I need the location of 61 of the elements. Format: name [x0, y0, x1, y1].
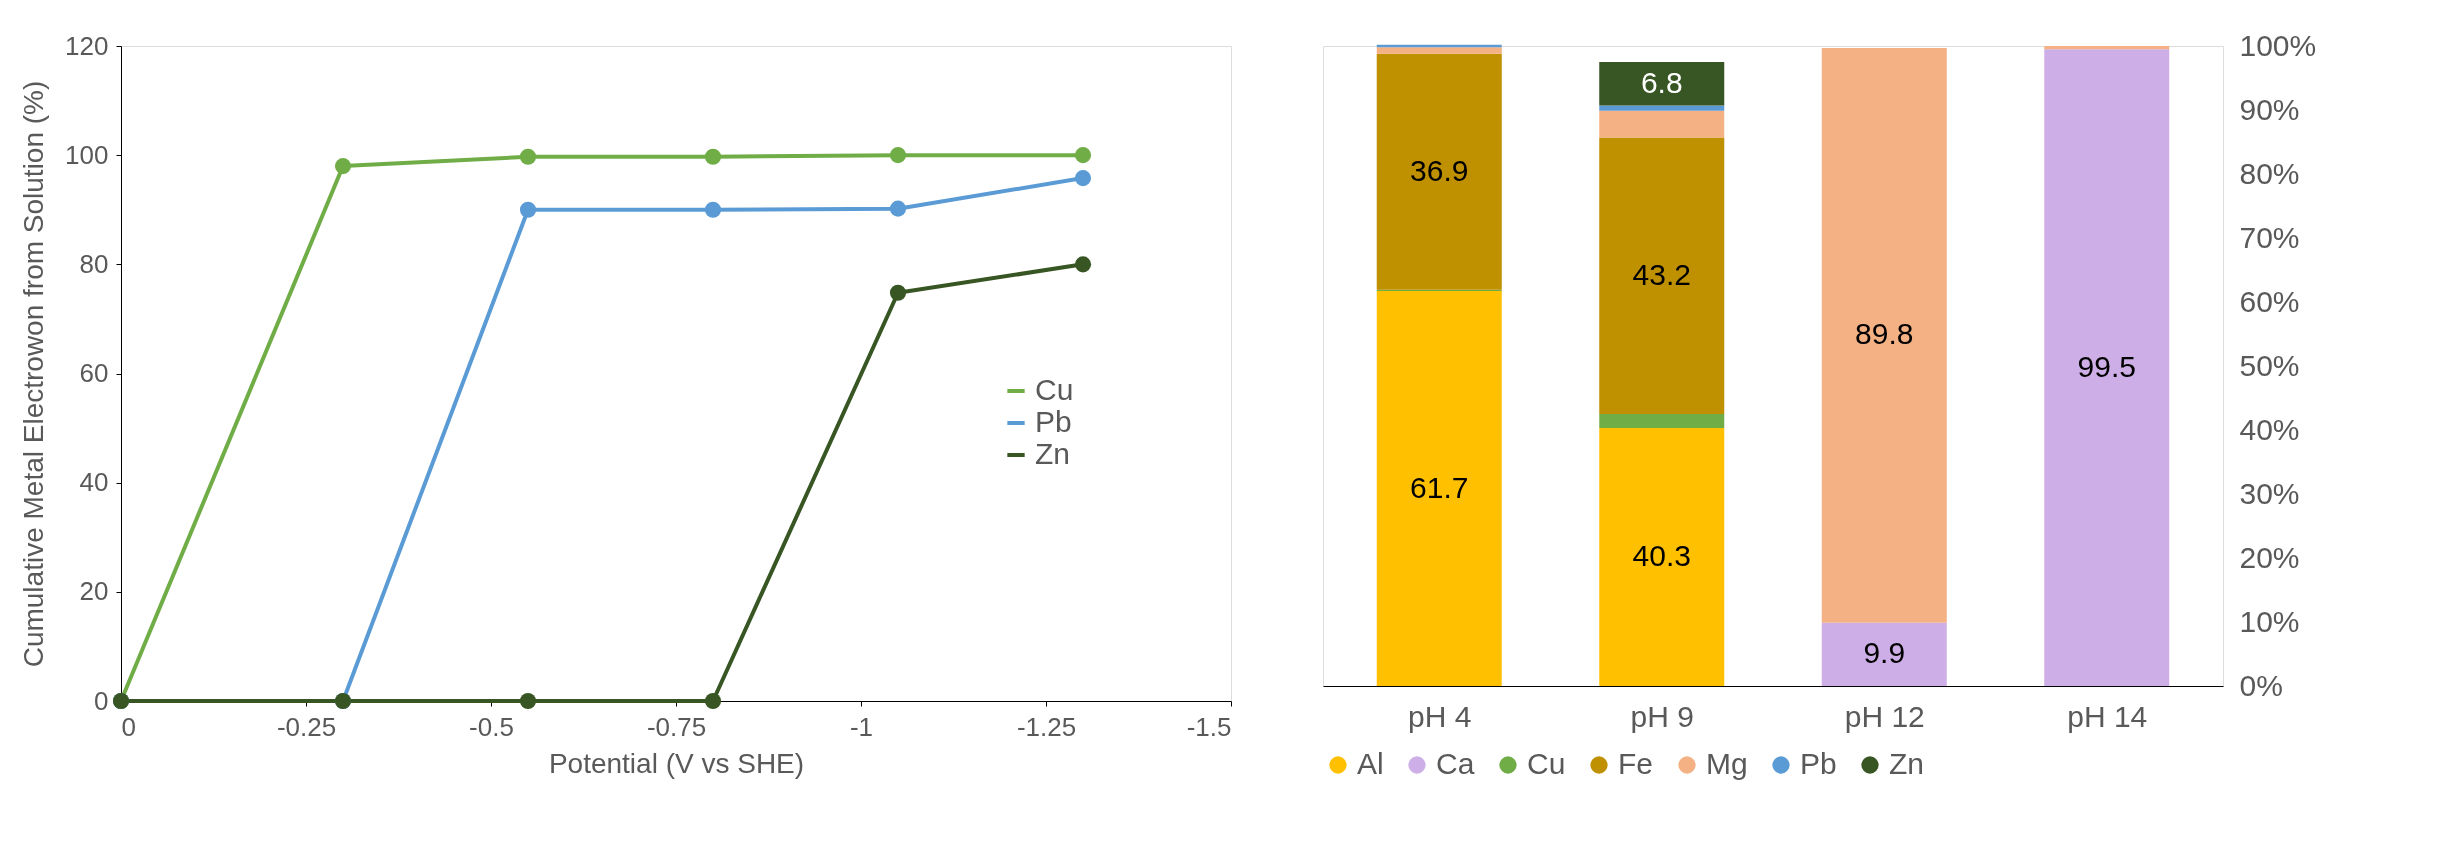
- y-tick-label: 30%: [2239, 476, 2300, 510]
- legend-label: Zn: [1035, 437, 1071, 470]
- legend-label: Al: [1357, 747, 1384, 780]
- y-axis-title: Cumulative Metal Electrowon from Solution (%): [18, 80, 50, 668]
- legend-label: Cu: [1035, 373, 1074, 406]
- bar: [1376, 47, 1502, 54]
- y-tick-label: 40: [79, 467, 109, 498]
- x-tick-label: pH 12: [1844, 699, 1925, 733]
- bar: [1821, 622, 1947, 686]
- y-tick-label: 100: [65, 139, 109, 170]
- x-tick-label: -1.25: [1016, 711, 1077, 742]
- y-tick-label: 60: [79, 358, 109, 388]
- x-tick-label: -1.5: [1186, 711, 1232, 742]
- y-tick-label: 10%: [2239, 604, 2300, 638]
- bar: [1599, 428, 1725, 686]
- y-tick-label: 100%: [2239, 28, 2317, 62]
- bar: [1376, 53, 1502, 290]
- y-tick-label: 20%: [2239, 540, 2300, 574]
- y-tick-label: 70%: [2239, 220, 2300, 254]
- bar: [1599, 110, 1725, 138]
- bar: [1821, 47, 1947, 623]
- data-label: 6.8: [1640, 65, 1683, 99]
- x-tick-label: -0.25: [276, 711, 337, 742]
- y-tick-label: 80: [79, 248, 109, 279]
- data-label: 61.7: [1410, 470, 1469, 504]
- legend-label: Cu: [1527, 747, 1566, 780]
- data-label: 40.3: [1632, 539, 1691, 573]
- legend-label: Fe: [1618, 747, 1654, 780]
- legend-label: Pb: [1035, 405, 1072, 438]
- data-label: 43.2: [1632, 257, 1691, 291]
- bar: [1376, 291, 1502, 686]
- x-tick-label: -0.5: [469, 711, 514, 742]
- bar: [1599, 105, 1725, 111]
- bar: [1599, 414, 1725, 429]
- x-tick-label: -1: [849, 711, 874, 742]
- legend-label: Pb: [1800, 747, 1837, 780]
- x-tick-label: pH 14: [2067, 699, 2148, 733]
- y-tick-label: 90%: [2239, 92, 2300, 126]
- bar: [2044, 46, 2170, 50]
- y-tick-label: 20: [79, 576, 109, 607]
- x-axis-title: Potential (V vs SHE): [548, 747, 805, 779]
- x-tick-label: pH 9: [1630, 699, 1694, 733]
- y-tick-label: 120: [65, 30, 109, 61]
- data-label: 36.9: [1410, 153, 1469, 187]
- data-label: 89.8: [1855, 317, 1914, 351]
- bar: [1599, 62, 1725, 106]
- x-tick-label: pH 4: [1408, 699, 1472, 733]
- y-tick-label: 40%: [2239, 412, 2300, 446]
- x-tick-label: -0.75: [646, 711, 707, 742]
- data-label: 9.9: [1863, 636, 1906, 670]
- x-tick-label: 0: [121, 711, 136, 742]
- legend-label: Ca: [1436, 747, 1475, 780]
- bar: [1599, 137, 1725, 414]
- bar: [2044, 49, 2170, 686]
- y-tick-label: 60%: [2239, 284, 2300, 318]
- y-tick-label: 50%: [2239, 348, 2300, 382]
- y-tick-label: 0%: [2239, 668, 2283, 702]
- y-tick-label: 80%: [2239, 156, 2300, 190]
- legend-label: Zn: [1889, 747, 1925, 780]
- data-label: 99.5: [2077, 349, 2136, 383]
- legend-label: Mg: [1706, 747, 1748, 780]
